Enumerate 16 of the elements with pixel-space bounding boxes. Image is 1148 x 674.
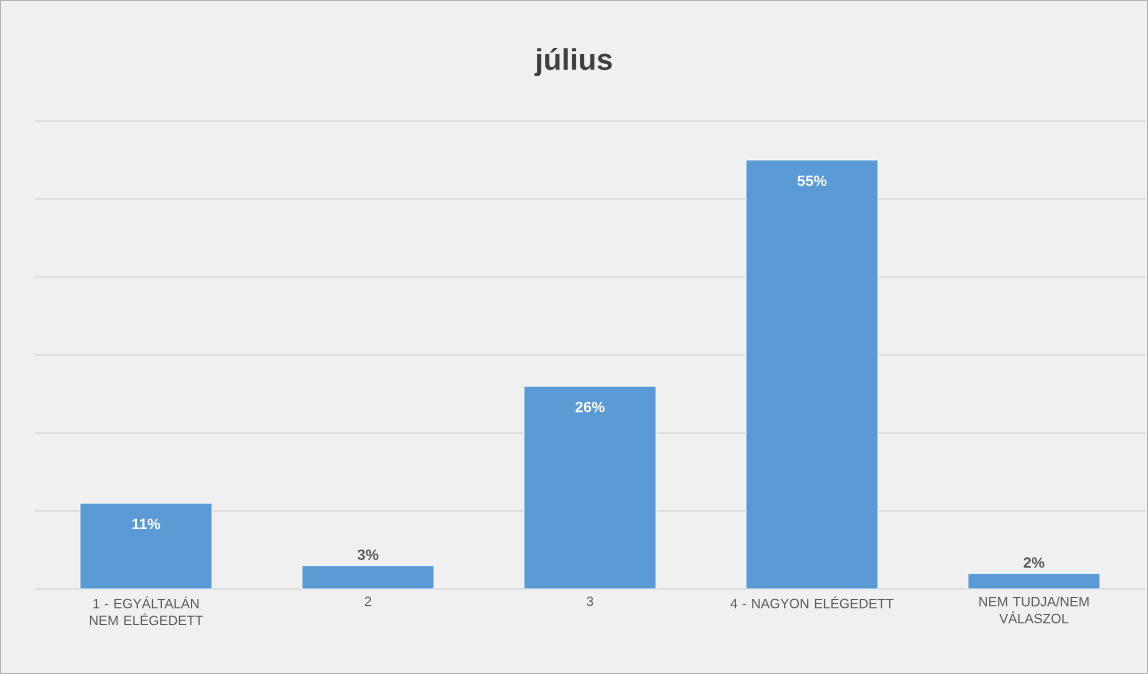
bar: [301, 565, 435, 590]
bar: [79, 502, 213, 590]
bar: [967, 572, 1101, 590]
bar: [523, 385, 657, 590]
chart-title: július: [534, 47, 612, 77]
data-label: 55%: [797, 175, 827, 187]
x-tick-label: 4 - NAGYON ELÉGEDETT: [730, 596, 894, 609]
data-label: 3%: [357, 549, 379, 561]
x-tick-label: 1 - EGYÁLTALÁN NEM ELÉGEDETT: [89, 596, 203, 626]
bar: [745, 159, 879, 590]
x-tick-label: 3: [586, 596, 594, 607]
x-tick-label: NEM TUDJA/NEM VÁLASZOL: [979, 596, 1089, 624]
x-tick-label: 2: [364, 596, 372, 606]
data-label: 26%: [575, 401, 605, 413]
data-label: 2%: [1023, 557, 1045, 568]
data-label: 11%: [132, 518, 161, 530]
